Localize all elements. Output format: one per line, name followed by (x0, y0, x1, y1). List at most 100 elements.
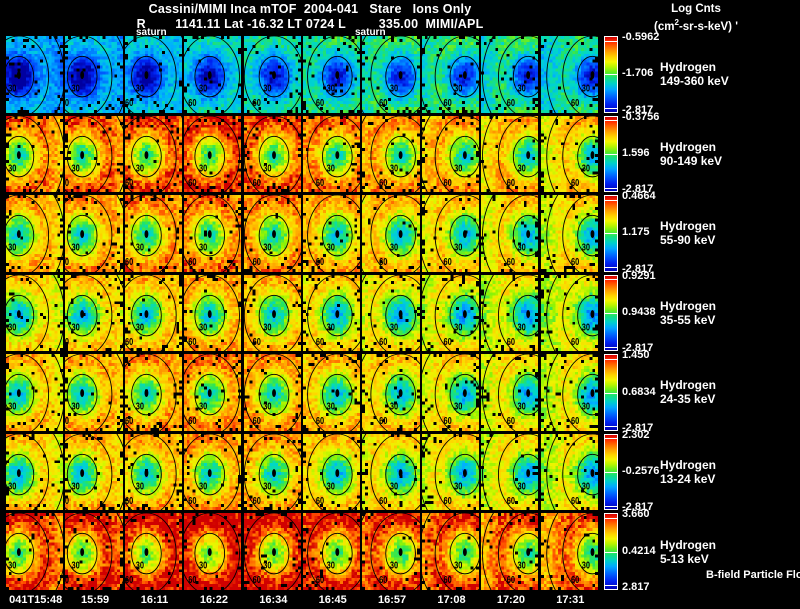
sky-map-panel[interactable]: 306090 (243, 274, 301, 352)
sky-map-panel[interactable]: 306090 (362, 433, 420, 511)
spectrogram-row: 3030603060306090306090306090306090306090… (6, 195, 600, 272)
sky-map-panel[interactable]: 306090 (184, 354, 242, 431)
colorbar-min-label: 2.817 (622, 581, 650, 593)
sky-map-panel[interactable]: 306090 (184, 513, 242, 590)
sky-map-panel[interactable]: 306090 (184, 36, 242, 113)
sky-map-panel[interactable]: 306090 (540, 115, 598, 193)
sky-map-image (540, 195, 598, 272)
sky-map-panel[interactable]: 306090 (481, 513, 539, 590)
sky-map-image (65, 115, 123, 193)
sky-map-image (362, 274, 420, 352)
sky-map-panel[interactable]: 306090 (303, 36, 361, 113)
sky-map-panel[interactable]: 306090 (243, 513, 301, 590)
sky-map-image (243, 354, 301, 431)
sky-map-panel[interactable]: 306090 (243, 354, 301, 431)
sky-map-panel[interactable]: 306090 (481, 36, 539, 113)
colorbar-min-label: -2.817 (622, 501, 654, 514)
colorbar (604, 433, 618, 511)
sky-map-panel[interactable]: 306090 (184, 274, 242, 352)
sky-map-panel[interactable]: 306090 (421, 195, 479, 272)
sky-map-panel[interactable]: 306090 (421, 36, 479, 113)
sky-map-panel[interactable]: 30 (6, 433, 64, 511)
sky-map-panel[interactable]: 306090 (303, 274, 361, 352)
sky-map-panel[interactable]: 306090 (540, 195, 598, 272)
time-tick-label: 17:08 (437, 594, 466, 606)
sky-map-image (540, 433, 598, 511)
colorbar-max-label: 1.450 (622, 349, 650, 362)
sky-map-panel[interactable]: 306090 (540, 354, 598, 431)
sky-map-image (421, 195, 479, 272)
sky-map-panel[interactable]: 306090 (243, 433, 301, 511)
sky-map-panel[interactable]: 306090 (303, 433, 361, 511)
colorbar-title-units: (cm2-sr-s-keV) ' (596, 16, 796, 34)
sky-map-panel[interactable]: 306090 (481, 195, 539, 272)
sky-map-panel[interactable]: 30 (6, 274, 64, 352)
saturn-label-left: saturn (136, 27, 167, 38)
sky-map-panel[interactable]: 30 (6, 354, 64, 431)
sky-map-panel[interactable]: 306090 (243, 36, 301, 113)
colorbar-tick (604, 426, 618, 428)
sky-map-image (124, 354, 182, 431)
sky-map-panel[interactable]: 306090 (303, 115, 361, 193)
sky-map-panel[interactable]: 306090 (540, 513, 598, 590)
time-tick-label: 16:34 (259, 594, 288, 606)
colorbar-min-label: -2.817 (622, 103, 654, 116)
sky-map-panel[interactable]: 306090 (362, 513, 420, 590)
sky-map-image (421, 274, 479, 352)
sky-map-panel[interactable]: 306090 (421, 354, 479, 431)
sky-map-panel[interactable]: 306090 (421, 513, 479, 590)
species-name: Hydrogen (660, 60, 717, 75)
sky-map-panel[interactable]: 306090 (362, 195, 420, 272)
sky-map-panel[interactable]: 306090 (243, 115, 301, 193)
sky-map-panel[interactable]: 306090 (362, 354, 420, 431)
sky-map-panel[interactable]: 30 (6, 513, 64, 590)
sky-map-panel[interactable]: 306090 (481, 274, 539, 352)
sky-map-panel[interactable]: 306090 (362, 274, 420, 352)
colorbar (604, 274, 618, 352)
sky-map-panel[interactable]: 30 (6, 115, 64, 193)
sky-map-image (6, 513, 64, 590)
sky-map-panel[interactable]: 306090 (362, 115, 420, 193)
sky-map-image (421, 354, 479, 431)
sky-map-panel[interactable]: 306090 (303, 354, 361, 431)
sky-map-panel[interactable]: 306090 (303, 195, 361, 272)
colorbar-max-label: -0.3756 (622, 110, 660, 123)
sky-map-panel[interactable]: 306090 (540, 274, 598, 352)
sky-map-panel[interactable]: 306090 (481, 115, 539, 193)
sky-map-panel[interactable]: 306090 (184, 195, 242, 272)
sky-map-panel[interactable]: 306090 (362, 36, 420, 113)
sky-map-image (303, 36, 361, 113)
sky-map-panel[interactable]: 306090 (303, 513, 361, 590)
sky-map-panel[interactable]: 306090 (540, 433, 598, 511)
sky-map-panel[interactable]: 30 (6, 195, 64, 272)
sky-map-panel[interactable]: 306090 (421, 433, 479, 511)
sky-map-panel[interactable]: 306090 (481, 433, 539, 511)
sky-map-panel[interactable]: 306090 (184, 433, 242, 511)
sky-map-panel[interactable]: 306090 (540, 36, 598, 113)
sky-map-panel[interactable]: 306090 (184, 115, 242, 193)
sky-map-panel[interactable]: 306090 (421, 115, 479, 193)
sky-map-image (65, 274, 123, 352)
colorbar-min-label: -2.817 (622, 183, 654, 196)
sky-map-panel[interactable]: 306090 (421, 274, 479, 352)
energy-range: 35-55 keV (660, 312, 716, 327)
sky-map-image (124, 513, 182, 590)
sky-map-image (303, 115, 361, 193)
sky-map-panel[interactable]: 306090 (243, 195, 301, 272)
sky-map-panel[interactable]: 30 (6, 36, 64, 113)
sky-map-panel[interactable]: 306090 (481, 354, 539, 431)
